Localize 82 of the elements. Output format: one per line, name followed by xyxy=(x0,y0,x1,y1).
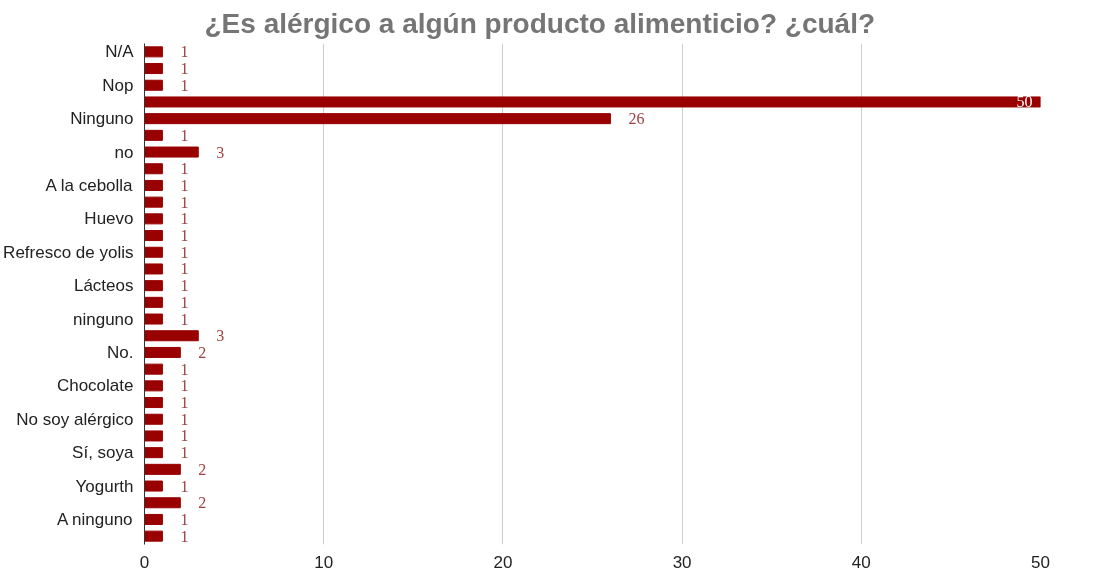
data-label: 1 xyxy=(180,126,189,144)
bar xyxy=(144,530,163,542)
bar xyxy=(144,246,163,258)
bar xyxy=(144,430,163,442)
bar xyxy=(144,63,163,75)
data-label: 26 xyxy=(628,110,645,128)
y-tick-label: Huevo xyxy=(84,209,134,229)
bar xyxy=(144,280,163,292)
bar xyxy=(144,96,1041,108)
y-tick-label: A ninguno xyxy=(56,509,133,529)
y-tick-label: N/A xyxy=(105,42,135,62)
bar xyxy=(144,413,163,425)
bar xyxy=(144,196,163,208)
bar xyxy=(144,46,163,58)
data-label: 1 xyxy=(180,360,189,378)
bar xyxy=(144,129,163,141)
bar xyxy=(144,146,199,158)
y-tick-label: Yogurth xyxy=(75,476,134,496)
y-tick-label: ninguno xyxy=(73,309,134,329)
data-label: 1 xyxy=(180,43,189,61)
x-tick-label: 40 xyxy=(851,552,871,572)
y-tick-label: A la cebolla xyxy=(45,175,134,195)
bar xyxy=(144,313,163,325)
bar xyxy=(144,296,163,308)
data-label: 1 xyxy=(180,293,189,311)
data-label: 2 xyxy=(198,343,207,361)
data-label: 1 xyxy=(180,176,189,194)
data-label: 1 xyxy=(180,510,189,528)
y-tick-label: Refresco de yolis xyxy=(3,242,134,262)
data-label: 3 xyxy=(216,327,225,345)
bar xyxy=(144,497,181,509)
x-tick-label: 0 xyxy=(139,552,150,572)
bar xyxy=(144,179,163,191)
chart-title: ¿Es alérgico a algún producto alimenticio? ¿cuál? xyxy=(204,7,876,39)
bar xyxy=(144,513,163,525)
data-label: 1 xyxy=(180,193,189,211)
bar xyxy=(144,380,163,392)
bar xyxy=(144,346,181,358)
y-tick-label: Lácteos xyxy=(73,276,134,296)
data-label: 1 xyxy=(180,527,189,545)
data-label: 1 xyxy=(180,310,189,328)
y-tick-label: No. xyxy=(107,342,134,362)
data-label: 3 xyxy=(216,143,225,161)
bar xyxy=(144,397,163,409)
data-label: 1 xyxy=(180,227,189,245)
bar xyxy=(144,113,611,125)
y-tick-label: Ninguno xyxy=(70,109,134,129)
x-tick-label: 30 xyxy=(672,552,692,572)
data-label: 2 xyxy=(198,460,207,478)
data-label: 2 xyxy=(198,494,207,512)
data-label: 1 xyxy=(180,277,189,295)
data-label: 1 xyxy=(180,444,189,462)
data-label: 1 xyxy=(180,410,189,428)
x-tick-label: 50 xyxy=(1031,552,1050,572)
data-label: 1 xyxy=(180,394,189,412)
bar xyxy=(144,447,163,459)
bar xyxy=(144,330,199,342)
data-label: 1 xyxy=(180,76,189,94)
x-tick-label: 10 xyxy=(314,552,334,572)
bar xyxy=(144,463,181,475)
data-label: 1 xyxy=(180,210,189,228)
data-label: 1 xyxy=(180,427,189,445)
bar xyxy=(144,163,163,175)
y-tick-label: Sí, soya xyxy=(72,443,135,463)
bar xyxy=(144,363,163,375)
data-label: 1 xyxy=(180,377,189,395)
data-label: 1 xyxy=(180,160,189,178)
x-tick-label: 20 xyxy=(493,552,513,572)
y-tick-label: Nop xyxy=(102,75,134,95)
bar xyxy=(144,213,163,225)
data-label: 1 xyxy=(180,60,189,78)
bar xyxy=(144,263,163,275)
bar xyxy=(144,230,163,242)
data-label: 1 xyxy=(180,243,189,261)
data-label: 50 xyxy=(1016,93,1033,111)
bar xyxy=(144,480,163,492)
y-tick-label: no xyxy=(114,142,134,162)
data-label: 1 xyxy=(180,260,189,278)
y-tick-label: No soy alérgico xyxy=(16,409,134,429)
y-tick-label: Chocolate xyxy=(56,376,134,396)
bar xyxy=(144,79,163,91)
data-label: 1 xyxy=(180,477,189,495)
